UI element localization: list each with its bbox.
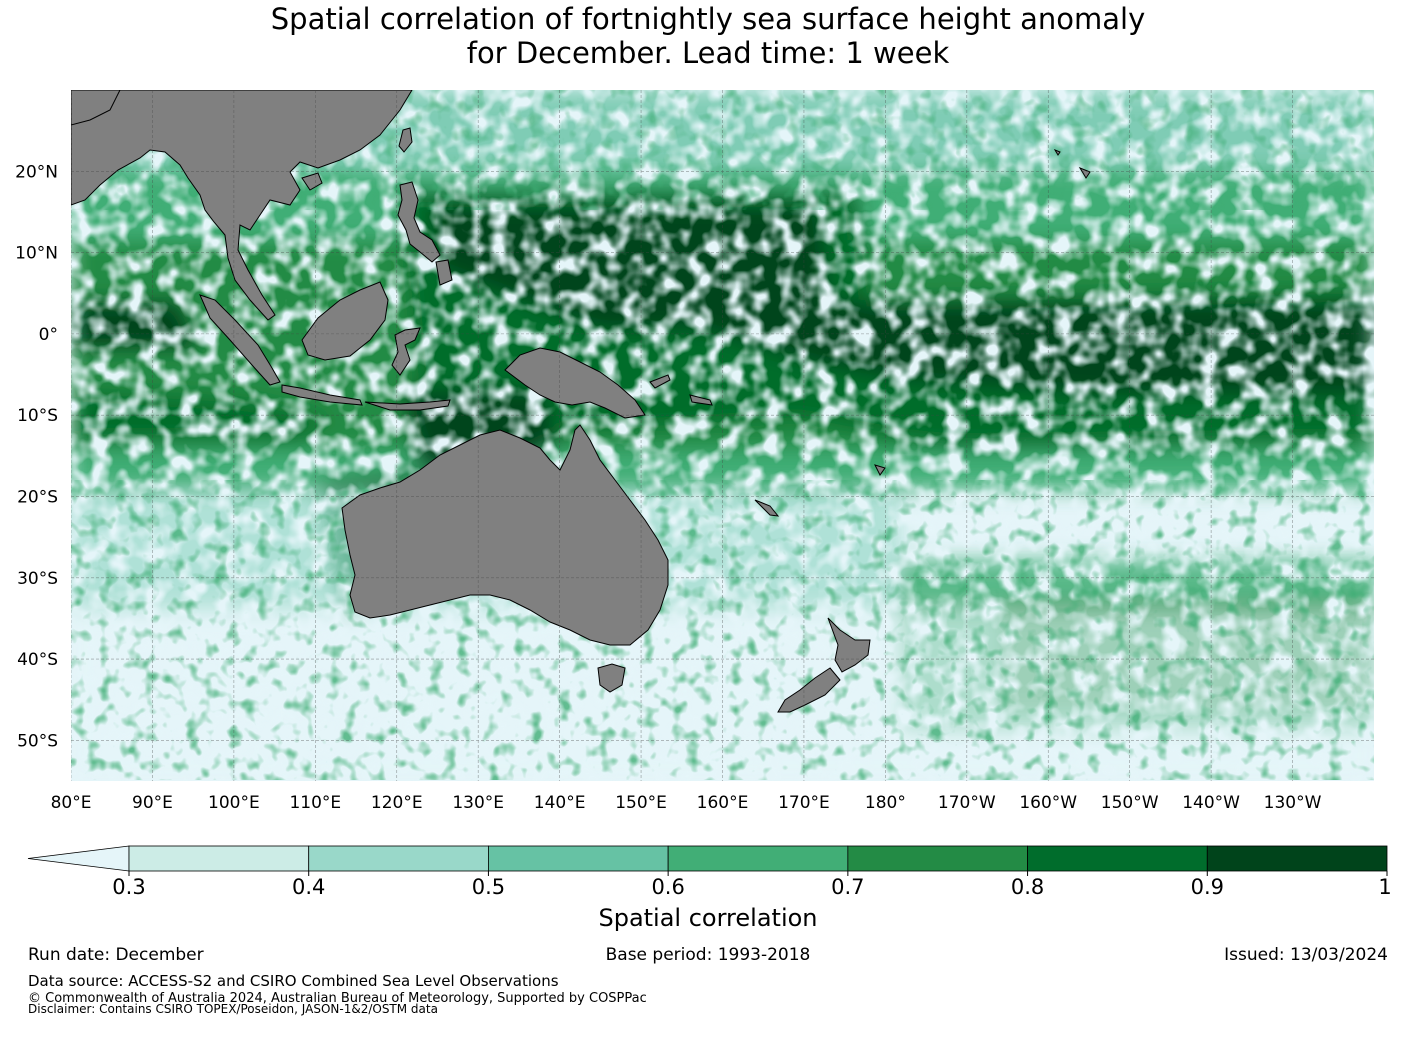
island: [364, 399, 451, 411]
title-line-2: for December. Lead time: 1 week: [466, 36, 950, 70]
island: [301, 172, 323, 191]
lat-label: 10°N: [15, 244, 58, 264]
lat-label: 20°N: [15, 162, 58, 182]
lon-label: 150°E: [615, 793, 667, 813]
colorbar-title: Spatial correlation: [598, 904, 818, 932]
island: [689, 394, 713, 406]
australia: [341, 424, 669, 646]
colorbar-tick-label: 0.9: [1191, 875, 1224, 899]
tasmania: [597, 663, 626, 693]
colorbar-bin: [488, 845, 669, 872]
colorbar-tick-label: 0.4: [292, 875, 325, 899]
lon-label: 140°E: [534, 793, 586, 813]
lat-label: 30°S: [17, 569, 58, 589]
lon-label: 120°E: [371, 793, 423, 813]
new-zealand-south: [777, 667, 841, 713]
sumatra: [199, 294, 281, 386]
colorbar-tick-label: 0.3: [112, 875, 145, 899]
colorbar-bin: [308, 845, 489, 872]
lon-label: 130°W: [1264, 793, 1322, 813]
lon-label: 110°E: [289, 793, 341, 813]
new-guinea: [504, 347, 646, 419]
lon-label: 160°E: [697, 793, 749, 813]
asia-mainland: [71, 90, 413, 321]
lon-label: 170°W: [938, 793, 996, 813]
lon-label: 170°E: [778, 793, 830, 813]
gridlines: [71, 90, 1374, 781]
lon-label: 130°E: [452, 793, 504, 813]
lat-label: 40°S: [17, 650, 58, 670]
lon-label: 160°W: [1019, 793, 1077, 813]
lat-label: 50°S: [17, 731, 58, 751]
colorbar-under-extension: [27, 845, 130, 872]
colorbar-tick-label: 0.6: [651, 875, 684, 899]
colorbar-tick-label: 0.8: [1011, 875, 1044, 899]
colorbar-bin: [1027, 845, 1208, 872]
longitude-labels: 80°E 90°E 100°E 110°E 120°E 130°E 140°E 150°E 16…: [51, 793, 1322, 813]
lon-label: 140°W: [1182, 793, 1240, 813]
lat-label: 10°S: [17, 406, 58, 426]
colorbar-bin: [128, 845, 310, 872]
island: [1053, 148, 1061, 156]
disclaimer: Disclaimer: Contains CSIRO TOPEX/Poseido…: [28, 1002, 438, 1016]
copyright-notice: © Commonwealth of Australia 2024, Austra…: [28, 991, 647, 1006]
lon-label: 150°W: [1101, 793, 1159, 813]
correlation-map: 80°E 90°E 100°E 110°E 120°E 130°E 140°E 150°E 16…: [15, 90, 1392, 899]
island: [649, 374, 671, 389]
data-source: Data source: ACCESS-S2 and CSIRO Combine…: [28, 972, 559, 990]
lat-label: 0°: [39, 325, 58, 345]
base-period: Base period: 1993-2018: [605, 945, 811, 965]
colorbar-bin: [847, 845, 1028, 872]
lon-label: 100°E: [208, 793, 260, 813]
java: [281, 384, 363, 406]
run-date: Run date: December: [28, 945, 204, 965]
island: [435, 259, 453, 286]
colorbar: [27, 845, 1388, 872]
map-field: [71, 90, 1374, 781]
lon-label: 90°E: [132, 793, 173, 813]
taiwan: [398, 127, 413, 153]
lon-label: 80°E: [51, 793, 92, 813]
latitude-labels: 20°N 10°N 0° 10°S 20°S 30°S 40°S 50°S: [15, 162, 58, 751]
colorbar-tick-label: 1: [1378, 875, 1391, 899]
colorbar-tick-label: 0.7: [831, 875, 864, 899]
colorbar-bin: [667, 845, 849, 872]
lon-label: 180°: [865, 793, 906, 813]
island: [1078, 166, 1091, 179]
island: [874, 464, 886, 476]
colorbar-ticks: 0.3 0.4 0.5 0.6 0.7 0.8 0.9 1: [112, 871, 1392, 899]
issued-date: Issued: 13/03/2024: [1224, 945, 1388, 965]
new-zealand-north: [827, 617, 871, 673]
sulawesi: [391, 327, 421, 376]
island: [754, 499, 780, 517]
philippines: [397, 181, 441, 263]
lat-label: 20°S: [17, 487, 58, 507]
land-masses: [71, 90, 1091, 713]
colorbar-tick-label: 0.5: [472, 875, 505, 899]
borneo: [301, 281, 389, 361]
colorbar-bin: [1206, 845, 1388, 872]
island: [71, 90, 121, 126]
title-line-1: Spatial correlation of fortnightly sea s…: [270, 2, 1146, 36]
chart-title: Spatial correlation of fortnightly sea s…: [0, 2, 1416, 70]
